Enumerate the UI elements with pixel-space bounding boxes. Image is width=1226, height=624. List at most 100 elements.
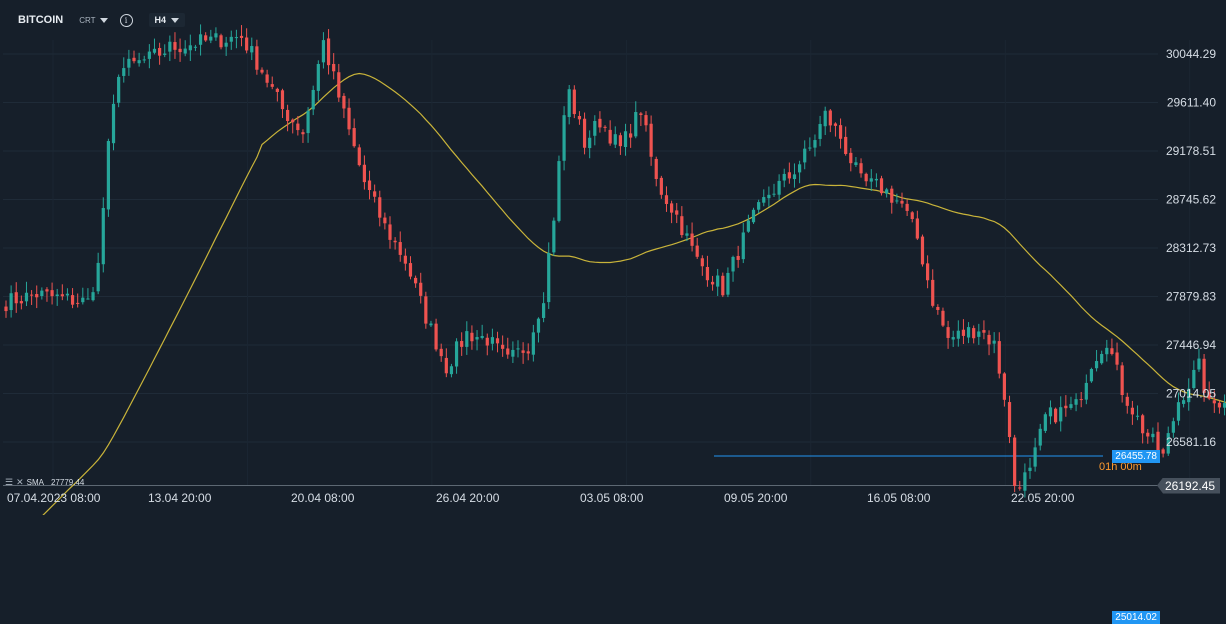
candle-body (833, 123, 838, 126)
candle-body (931, 279, 935, 306)
candle-body (70, 295, 75, 305)
chart-type-selector[interactable]: CRT (79, 16, 108, 25)
candle-body (1202, 358, 1206, 393)
candle-body (1110, 348, 1114, 354)
candle-body (306, 110, 310, 134)
candle-body (106, 141, 110, 210)
candle-body (311, 89, 315, 110)
candle-body (1146, 432, 1150, 437)
candle-body (531, 332, 535, 355)
candle-body (173, 42, 177, 50)
candle-body (956, 330, 960, 339)
candle-body (209, 36, 213, 41)
candle-body (19, 301, 23, 304)
chart-toolbar: BITCOIN CRT i H4 (0, 0, 186, 40)
candle-body (76, 302, 80, 304)
candle-body (1084, 382, 1088, 400)
candle-body (1064, 405, 1068, 409)
candle-body (885, 189, 889, 194)
candle-body (685, 233, 689, 236)
candle-body (30, 294, 34, 296)
candle-body (1120, 365, 1124, 395)
timeframe-selector[interactable]: H4 (148, 13, 186, 27)
candle-body (204, 35, 208, 41)
visibility-icon[interactable]: ☰ (5, 477, 14, 487)
candle-body (168, 41, 172, 52)
candle-body (572, 89, 576, 115)
candle-body (454, 341, 459, 367)
symbol-label[interactable]: BITCOIN (18, 14, 64, 26)
candle-body (403, 255, 407, 264)
candle-body (1069, 404, 1073, 408)
candle-body (598, 118, 602, 128)
candle-body (460, 341, 464, 347)
candle-body (470, 332, 474, 342)
candle-body (434, 323, 438, 350)
candle-body (1023, 472, 1027, 491)
candle-body (772, 193, 776, 195)
candle-body (224, 42, 228, 47)
candle-body (229, 36, 233, 42)
candle-body (997, 341, 1001, 374)
candle-body (439, 348, 443, 357)
candle-body (270, 84, 274, 87)
candle-body (1002, 373, 1006, 400)
candle-body (1217, 402, 1222, 408)
candle-body (9, 293, 13, 311)
indicator-legend: ☰ ✕ SMA 27779.44 (5, 477, 84, 488)
candle-body (536, 318, 541, 333)
candle-body (1135, 415, 1140, 417)
candle-body (4, 306, 8, 312)
candle-body (1156, 431, 1160, 452)
price-line-label[interactable]: 26455.78 (1112, 449, 1160, 463)
candle-body (444, 357, 448, 374)
candle-body (501, 344, 505, 349)
candle-body (588, 137, 592, 149)
candle-body (1100, 353, 1104, 364)
candle-body (567, 89, 571, 118)
x-tick-label: 20.04 08:00 (291, 491, 355, 505)
candle-body (65, 293, 70, 296)
candle-body (383, 217, 387, 224)
candle-body (122, 68, 126, 76)
candle-body (649, 123, 653, 157)
sma-layer (5, 72, 1226, 553)
candle-body (347, 107, 351, 130)
candle-body (198, 34, 203, 45)
candle-body (1033, 447, 1037, 467)
x-tick-label: 22.05 20:00 (1011, 491, 1075, 505)
candle-body (1161, 449, 1165, 454)
candle-body (234, 37, 238, 39)
candle-body (972, 328, 976, 339)
candle-body (767, 194, 771, 199)
candle-body (762, 197, 766, 203)
candle-body (111, 103, 116, 144)
candle-body (137, 60, 141, 64)
candle-body (992, 340, 996, 344)
x-tick-label: 13.04 20:00 (148, 491, 212, 505)
candle-body (849, 152, 853, 164)
candle-body (1105, 347, 1109, 355)
candle-body (219, 35, 223, 48)
candle-body (987, 334, 991, 345)
price-line-label[interactable]: 25014.02 (1112, 611, 1160, 624)
candle-body (1089, 368, 1094, 382)
candle-body (961, 329, 966, 336)
x-axis: 07.04.2023 08:00 13.04 20:00 20.04 08:00 26… (7, 491, 1075, 505)
close-icon[interactable]: ✕ (16, 477, 24, 487)
y-tick-label: 28312.73 (1166, 241, 1216, 255)
candle-body (239, 35, 244, 38)
candle-body (1115, 352, 1119, 365)
candle-body (475, 337, 479, 340)
candle-body (321, 40, 326, 63)
candle-body (40, 290, 44, 297)
candle-body (910, 212, 914, 220)
candle-body (152, 48, 157, 53)
y-tick-label: 29178.51 (1166, 144, 1216, 158)
info-icon[interactable]: i (119, 13, 133, 27)
candle-body (265, 74, 269, 83)
candle-body (414, 277, 418, 284)
candle-body (731, 256, 735, 272)
